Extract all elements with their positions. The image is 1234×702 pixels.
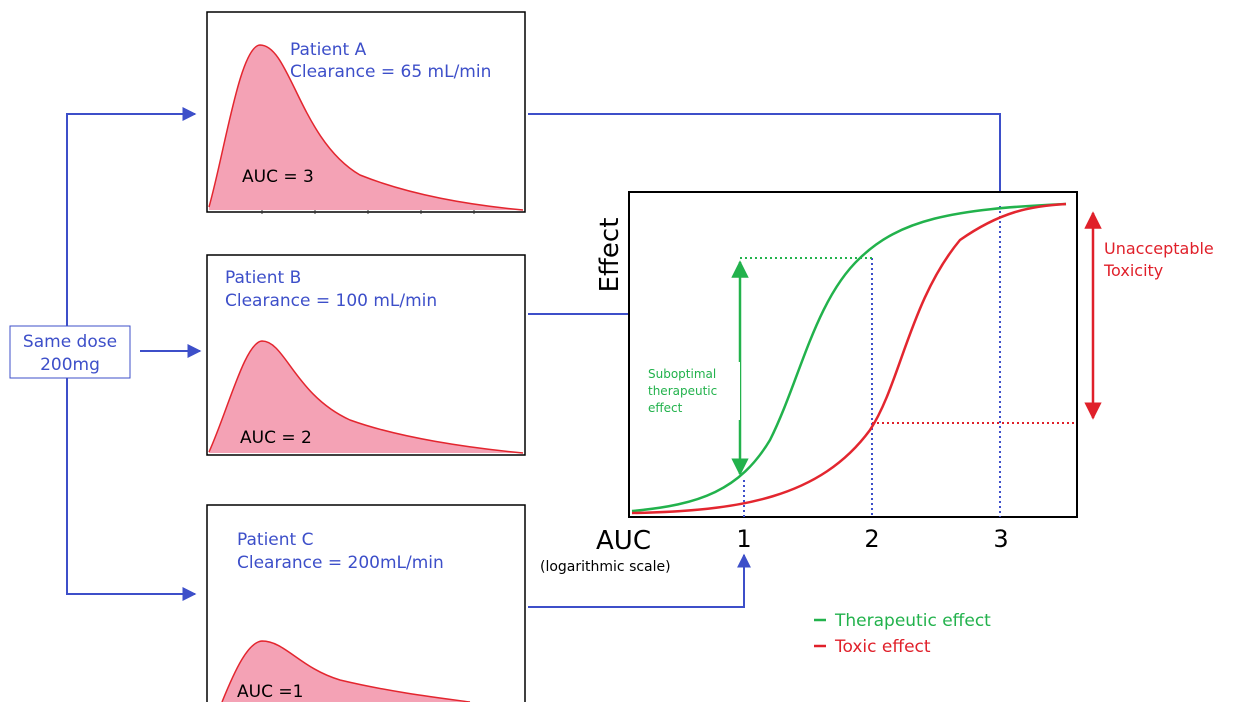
tick-label-3: 3 <box>993 525 1008 553</box>
suboptimal-label-1: Suboptimal <box>648 367 716 381</box>
connector-c <box>528 553 751 608</box>
effect-chart: Suboptimal therapeutic effect Effect AUC… <box>540 191 1078 575</box>
patient-c-auc: AUC =1 <box>237 682 303 702</box>
patient-a-curve <box>209 45 523 210</box>
patient-b-clearance: Clearance = 100 mL/min <box>225 291 437 311</box>
patient-b-auc: AUC = 2 <box>240 428 312 448</box>
patient-a-panel: Patient A Clearance = 65 mL/min AUC = 3 <box>206 11 526 214</box>
patient-c-curve <box>222 641 470 702</box>
suboptimal-label-2: therapeutic <box>648 384 717 398</box>
legend-toxic: Toxic effect <box>834 637 931 657</box>
auc-axis-note: (logarithmic scale) <box>540 559 671 575</box>
patient-a-name: Patient A <box>290 40 367 60</box>
patient-a-clearance: Clearance = 65 mL/min <box>290 62 491 82</box>
legend: Therapeutic effect Toxic effect <box>814 611 991 657</box>
toxicity-indicator: Unacceptable Toxicity <box>1084 211 1214 420</box>
dose-branches <box>66 107 202 601</box>
toxic-curve <box>631 202 1067 515</box>
toxicity-label-2: Toxicity <box>1103 261 1163 280</box>
branch-arrow-a <box>66 107 197 326</box>
patient-b-name: Patient B <box>225 268 301 288</box>
patient-c-panel: Patient C Clearance = 200mL/min AUC =1 <box>206 504 526 702</box>
patient-c-name: Patient C <box>237 530 313 550</box>
patient-a-auc: AUC = 3 <box>242 167 314 187</box>
dose-label-line1: Same dose <box>23 332 117 352</box>
toxicity-label-1: Unacceptable <box>1104 239 1214 258</box>
dose-label-line2: 200mg <box>40 355 100 375</box>
branch-arrow-c <box>66 378 197 601</box>
auc-axis-label: AUC <box>596 526 651 556</box>
tick-label-1: 1 <box>736 525 751 553</box>
suboptimal-label-3: effect <box>648 401 683 415</box>
tick-label-2: 2 <box>864 525 879 553</box>
dose-box: Same dose 200mg <box>9 325 131 379</box>
therapeutic-curve <box>631 202 1067 513</box>
patient-b-curve <box>209 341 523 453</box>
connector-a <box>528 113 1007 213</box>
effect-axis-label: Effect <box>595 218 625 293</box>
patient-c-clearance: Clearance = 200mL/min <box>237 553 444 573</box>
patient-b-panel: Patient B Clearance = 100 mL/min AUC = 2 <box>206 254 526 456</box>
legend-therapeutic: Therapeutic effect <box>834 611 991 631</box>
